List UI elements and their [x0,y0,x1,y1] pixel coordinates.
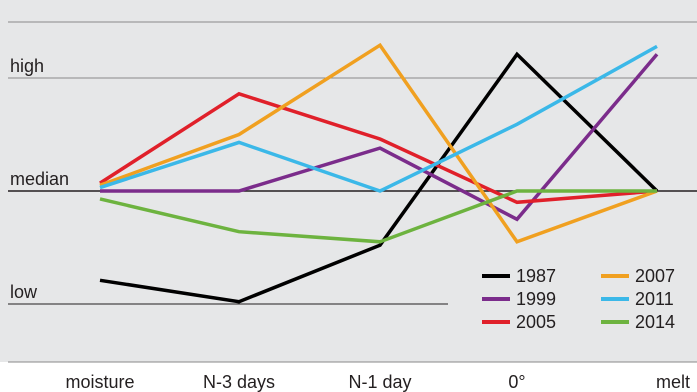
legend-label-2005: 2005 [516,312,556,332]
x-tick-label: melt [656,372,690,392]
series-line-2005 [99,91,658,205]
series-line-2007 [99,42,658,244]
x-axis-ticks: moisture N-3 days N-1 day 0° melt [65,372,690,392]
series-line-1999 [100,53,659,222]
series [99,42,659,304]
x-tick-label: N-3 days [203,372,275,392]
series-line-2014 [99,189,657,244]
legend-label-1999: 1999 [516,289,556,309]
legend: 1987 1999 2005 2007 2011 2014 [482,266,675,332]
legend-label-2007: 2007 [635,266,675,286]
series-line-2011 [99,44,658,193]
y-label-median: median [10,169,69,189]
legend-label-2011: 2011 [635,289,674,309]
y-label-low: low [10,282,38,302]
x-tick-label: moisture [65,372,134,392]
x-tick-label: 0° [508,372,525,392]
legend-label-1987: 1987 [516,266,556,286]
x-tick-label: N-1 day [348,372,411,392]
y-label-high: high [10,56,44,76]
legend-label-2014: 2014 [635,312,675,332]
